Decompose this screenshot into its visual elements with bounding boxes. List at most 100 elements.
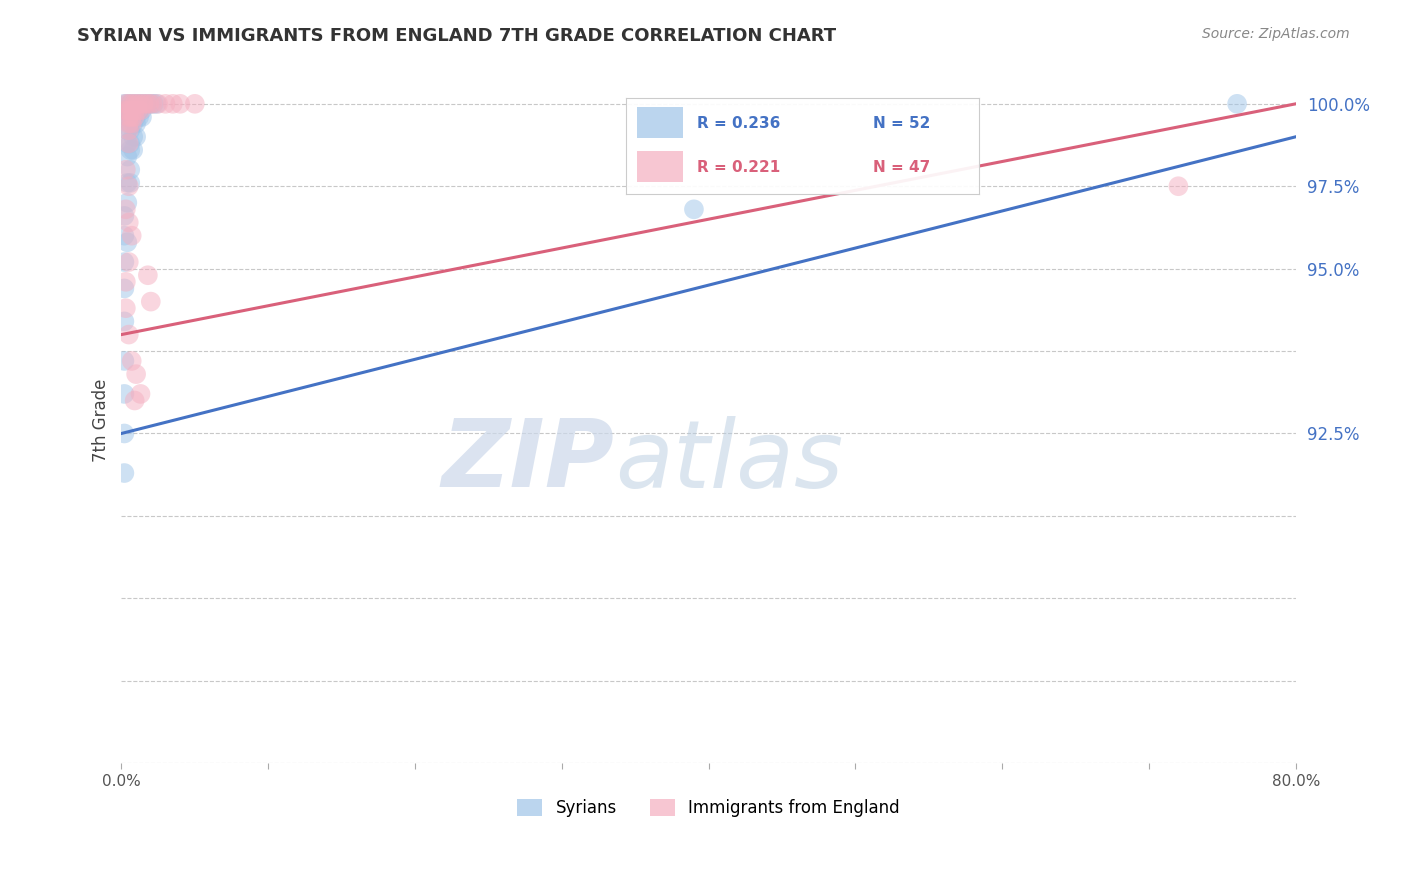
Text: Source: ZipAtlas.com: Source: ZipAtlas.com	[1202, 27, 1350, 41]
Text: atlas: atlas	[614, 416, 844, 507]
Point	[112, 209, 135, 223]
Point	[120, 162, 142, 177]
Point	[127, 96, 149, 111]
Point	[125, 103, 148, 118]
Point	[129, 103, 152, 118]
Point	[117, 110, 139, 124]
Point	[120, 96, 142, 111]
Point	[117, 96, 139, 111]
Point	[117, 123, 139, 137]
Point	[118, 103, 141, 118]
Point	[184, 96, 207, 111]
Point	[115, 301, 138, 316]
Point	[112, 314, 135, 328]
Point	[125, 129, 148, 144]
Point	[120, 110, 142, 124]
Point	[115, 162, 138, 177]
Point	[112, 103, 135, 118]
Point	[122, 143, 145, 157]
Point	[120, 117, 142, 131]
Point	[112, 387, 135, 401]
Point	[112, 466, 135, 480]
Point	[131, 110, 153, 124]
Point	[112, 426, 135, 441]
Point	[136, 96, 159, 111]
Point	[129, 96, 152, 111]
Point	[115, 103, 138, 118]
Point	[122, 96, 145, 111]
Point	[131, 103, 153, 118]
Point	[122, 117, 145, 131]
Y-axis label: 7th Grade: 7th Grade	[93, 378, 110, 462]
Point	[118, 123, 141, 137]
Point	[120, 136, 142, 151]
Point	[146, 96, 169, 111]
Point	[112, 281, 135, 295]
Point	[118, 96, 141, 111]
Point	[124, 103, 146, 118]
Point	[128, 96, 150, 111]
Point	[112, 255, 135, 269]
Point	[683, 202, 706, 217]
Point	[121, 354, 143, 368]
Text: SYRIAN VS IMMIGRANTS FROM ENGLAND 7TH GRADE CORRELATION CHART: SYRIAN VS IMMIGRANTS FROM ENGLAND 7TH GR…	[77, 27, 837, 45]
Point	[1167, 179, 1189, 194]
Text: ZIP: ZIP	[441, 416, 614, 508]
Point	[162, 96, 184, 111]
Point	[124, 96, 146, 111]
Point	[124, 110, 146, 124]
Point	[124, 393, 146, 408]
Point	[139, 96, 162, 111]
Point	[115, 275, 138, 289]
Point	[138, 96, 160, 111]
Point	[139, 294, 162, 309]
Point	[118, 136, 141, 151]
Point	[121, 117, 143, 131]
Point	[121, 96, 143, 111]
Point	[112, 354, 135, 368]
Point	[134, 96, 156, 111]
Point	[128, 110, 150, 124]
Point	[125, 110, 148, 124]
Point	[125, 117, 148, 131]
Point	[117, 176, 139, 190]
Point	[112, 96, 135, 111]
Point	[118, 110, 141, 124]
Point	[122, 103, 145, 118]
Point	[120, 176, 142, 190]
Point	[155, 96, 177, 111]
Point	[120, 143, 142, 157]
Point	[117, 136, 139, 151]
Point	[129, 387, 152, 401]
Point	[122, 110, 145, 124]
Point	[118, 179, 141, 194]
Point	[121, 103, 143, 118]
Point	[1226, 96, 1249, 111]
Point	[169, 96, 191, 111]
Point	[117, 235, 139, 250]
Point	[145, 96, 167, 111]
Point	[118, 327, 141, 342]
Point	[115, 202, 138, 217]
Point	[127, 103, 149, 118]
Point	[117, 150, 139, 164]
Point	[120, 123, 142, 137]
Point	[118, 255, 141, 269]
Point	[125, 96, 148, 111]
Point	[125, 367, 148, 381]
Point	[131, 96, 153, 111]
Point	[128, 103, 150, 118]
Point	[122, 129, 145, 144]
Point	[132, 96, 155, 111]
Point	[121, 228, 143, 243]
Point	[121, 110, 143, 124]
Legend: Syrians, Immigrants from England: Syrians, Immigrants from England	[510, 792, 907, 823]
Point	[112, 228, 135, 243]
Point	[136, 268, 159, 283]
Point	[118, 117, 141, 131]
Point	[117, 103, 139, 118]
Point	[142, 96, 165, 111]
Point	[135, 96, 157, 111]
Point	[120, 103, 142, 118]
Point	[117, 195, 139, 210]
